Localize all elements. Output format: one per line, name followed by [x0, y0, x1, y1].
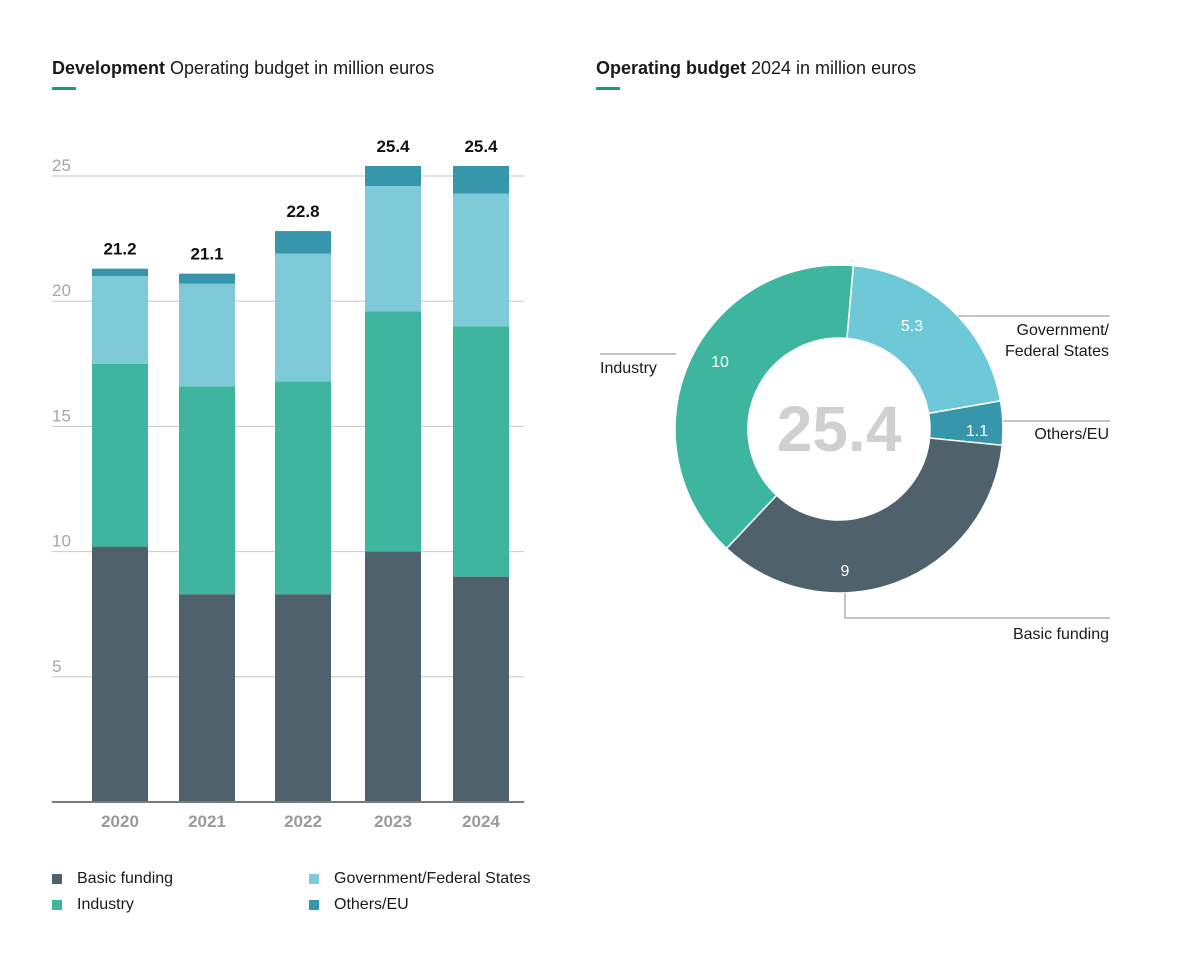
bar-segment-industry	[179, 386, 235, 595]
bar-total-label: 25.4	[376, 137, 410, 156]
stacked-bar-chart: 5 10 15 20 25 21.2 2020 21.1 2021 22.8 2022 25.4 202…	[52, 137, 524, 831]
x-tick-label: 2022	[284, 812, 322, 831]
bar-total-label: 21.1	[190, 245, 223, 264]
bar-segment-basic	[92, 546, 148, 802]
y-tick-label: 20	[52, 281, 71, 300]
bar-segment-basic	[365, 551, 421, 802]
bar-chart-heading-bold: Development	[52, 58, 166, 78]
bar-chart-heading: Development Operating budget in million …	[52, 58, 434, 79]
donut-category-label: Others/EU	[1034, 426, 1109, 443]
legend-swatch	[52, 900, 62, 910]
donut-slice	[927, 399, 1004, 447]
donut-chart-heading-rest: 2024 in million euros	[746, 58, 917, 78]
bar-segment-government	[92, 276, 148, 364]
donut-category-label: Government/Federal States	[1005, 322, 1110, 360]
legend-swatch	[309, 900, 319, 910]
legend-label: Government/Federal States	[334, 870, 531, 887]
legend-swatch	[309, 874, 319, 884]
y-tick-label: 10	[52, 532, 71, 551]
bar-total-label: 25.4	[464, 137, 498, 156]
bar-segment-government	[275, 253, 331, 382]
donut-chart-heading-rule	[596, 87, 620, 90]
legend-item: Basic funding	[52, 870, 173, 888]
y-tick-label: 15	[52, 406, 71, 425]
y-tick-label: 5	[52, 657, 61, 676]
bar-total-label: 22.8	[286, 202, 319, 221]
bar-chart-heading-rule	[52, 87, 76, 90]
donut-category-label: Basic funding	[1013, 626, 1109, 643]
bar-segment-government	[453, 193, 509, 327]
bar-segment-others	[92, 268, 148, 277]
bar-total-label: 21.2	[103, 240, 136, 259]
donut-value-label: 1.1	[966, 423, 988, 440]
donut-value-label: 9	[841, 563, 850, 580]
bar-segment-others	[275, 231, 331, 254]
donut-value-label: 5.3	[901, 318, 923, 335]
bar-segment-basic	[275, 594, 331, 802]
bar-segment-basic	[453, 576, 509, 802]
legend-item: Others/EU	[309, 896, 409, 914]
donut-slice	[846, 264, 1002, 415]
bar-segment-industry	[453, 326, 509, 577]
legend-label: Industry	[77, 896, 134, 913]
bar-segment-others	[365, 165, 421, 187]
legend-label: Others/EU	[334, 896, 409, 913]
y-tick-label: 25	[52, 156, 71, 175]
x-tick-label: 2021	[188, 812, 226, 831]
legend-swatch	[52, 874, 62, 884]
bar-segment-basic	[179, 594, 235, 802]
donut-slice	[674, 264, 855, 550]
leader-line	[844, 593, 1110, 619]
donut-chart-heading-bold: Operating budget	[596, 58, 746, 78]
bar-segment-others	[179, 273, 235, 284]
donut-center-total: 25.4	[777, 393, 902, 465]
bar-segment-industry	[275, 381, 331, 595]
bar-segment-government	[365, 186, 421, 312]
bar-segment-industry	[92, 363, 148, 547]
donut-chart-heading: Operating budget 2024 in million euros	[596, 58, 916, 79]
donut-value-label: 10	[711, 354, 729, 371]
bar-segment-government	[179, 283, 235, 387]
donut-slice	[725, 437, 1004, 594]
x-tick-label: 2023	[374, 812, 412, 831]
bar-chart-heading-rest: Operating budget in million euros	[165, 58, 435, 78]
legend-item: Government/Federal States	[309, 870, 531, 888]
bar-segment-others	[453, 165, 509, 194]
x-tick-label: 2024	[462, 812, 500, 831]
x-tick-label: 2020	[101, 812, 139, 831]
bar-segment-industry	[365, 311, 421, 552]
donut-category-label: Industry	[600, 360, 657, 377]
legend-label: Basic funding	[77, 870, 174, 887]
legend-item: Industry	[52, 896, 134, 914]
